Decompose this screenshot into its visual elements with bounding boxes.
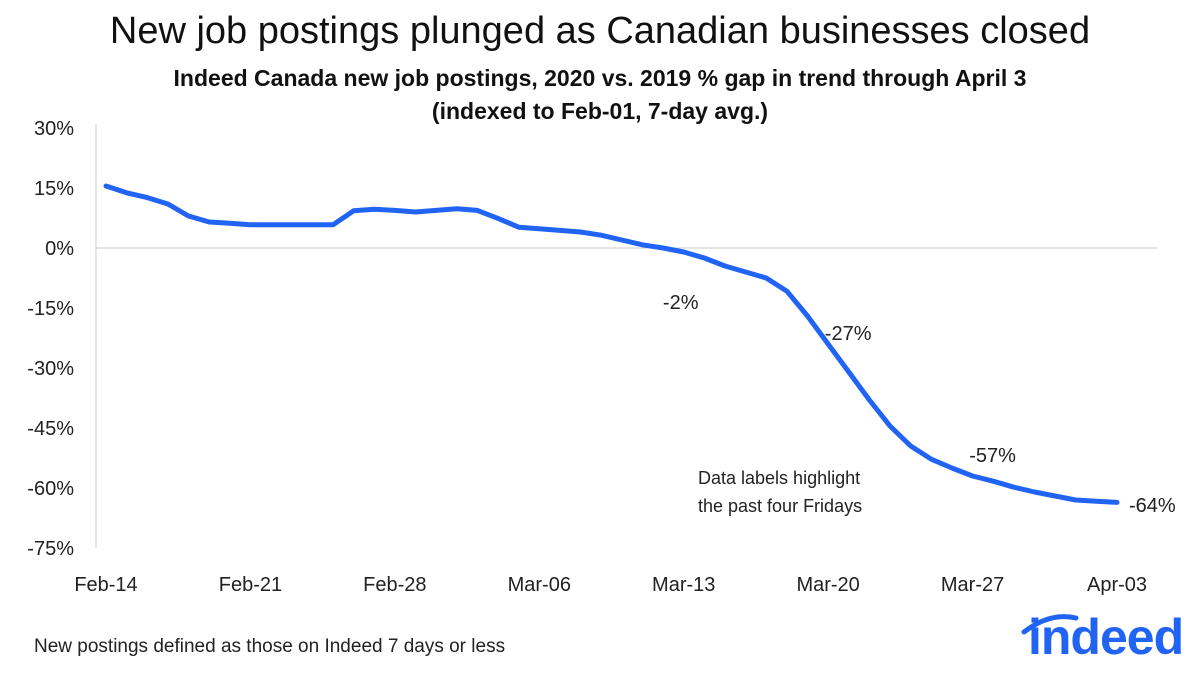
x-tick-label: Mar-20 bbox=[796, 574, 859, 596]
y-tick-label: -75% bbox=[27, 538, 74, 560]
x-tick-label: Mar-27 bbox=[941, 574, 1004, 596]
y-tick-label: -60% bbox=[27, 478, 74, 500]
annotation: Data labels highlight the past four Frid… bbox=[698, 468, 862, 516]
annotation-line-1: Data labels highlight bbox=[698, 468, 860, 488]
data-label: -27% bbox=[825, 323, 872, 345]
annotation-line-2: the past four Fridays bbox=[698, 496, 862, 516]
chart-subtitle-note: (indexed to Feb-01, 7-day avg.) bbox=[431, 98, 769, 124]
data-label: -57% bbox=[969, 445, 1016, 467]
x-tick-label: Feb-21 bbox=[219, 574, 282, 596]
indeed-logo: indeed bbox=[1010, 608, 1184, 668]
data-labels: -2% -27% -57% -64% bbox=[663, 292, 1176, 517]
series-group bbox=[103, 183, 1120, 505]
chart-title: New job postings plunged as Canadian bus… bbox=[109, 10, 1091, 52]
series-line bbox=[103, 183, 1120, 505]
x-tick-label: Mar-13 bbox=[652, 574, 715, 596]
x-tick-label: Mar-06 bbox=[508, 574, 571, 596]
y-tick-label: 15% bbox=[34, 178, 74, 200]
y-axis: 30% 15% 0% -15% -30% -45% -60% -75% bbox=[27, 118, 1157, 560]
x-axis: Feb-14 Feb-21 Feb-28 Mar-06 Mar-13 Mar-20 Mar-… bbox=[74, 574, 1147, 596]
y-tick-label: -15% bbox=[27, 298, 74, 320]
y-tick-label: 30% bbox=[34, 118, 74, 140]
y-tick-label: -30% bbox=[27, 358, 74, 380]
data-label: -64% bbox=[1129, 495, 1176, 517]
y-tick-label: 0% bbox=[45, 238, 74, 260]
y-tick-label: -45% bbox=[27, 418, 74, 440]
x-tick-label: Feb-14 bbox=[74, 574, 137, 596]
footnote: New postings defined as those on Indeed … bbox=[34, 636, 506, 657]
data-label: -2% bbox=[663, 292, 699, 314]
logo-text: indeed bbox=[1028, 609, 1184, 665]
chart-subtitle: Indeed Canada new job postings, 2020 vs.… bbox=[173, 65, 1027, 91]
x-tick-label: Feb-28 bbox=[363, 574, 426, 596]
logo-arc-icon bbox=[1021, 614, 1079, 635]
x-tick-label: Apr-03 bbox=[1087, 574, 1147, 596]
